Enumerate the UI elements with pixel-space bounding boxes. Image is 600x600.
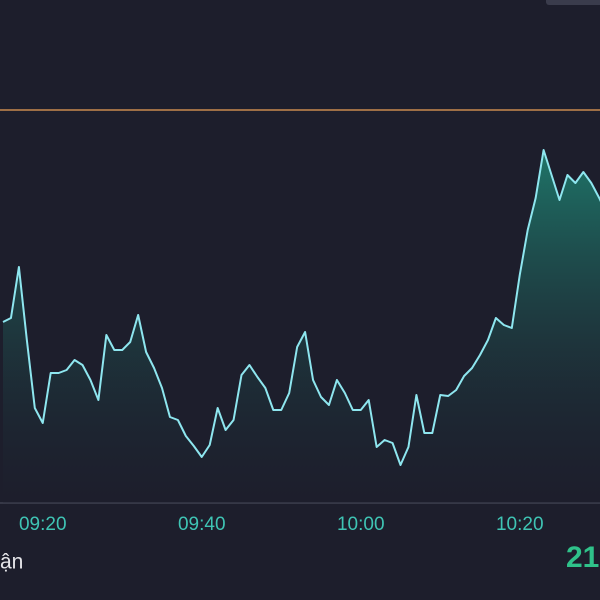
footer-value: 21 [566, 541, 599, 574]
area-fill [3, 150, 600, 503]
x-tick-label: 09:20 [19, 514, 67, 535]
x-tick-label: 10:00 [337, 514, 385, 535]
footer-label: ận [0, 551, 23, 574]
x-tick-label: 10:20 [496, 514, 544, 535]
price-line [2, 149, 600, 466]
top-tab [546, 0, 600, 5]
x-tick-label: 09:40 [178, 514, 226, 535]
